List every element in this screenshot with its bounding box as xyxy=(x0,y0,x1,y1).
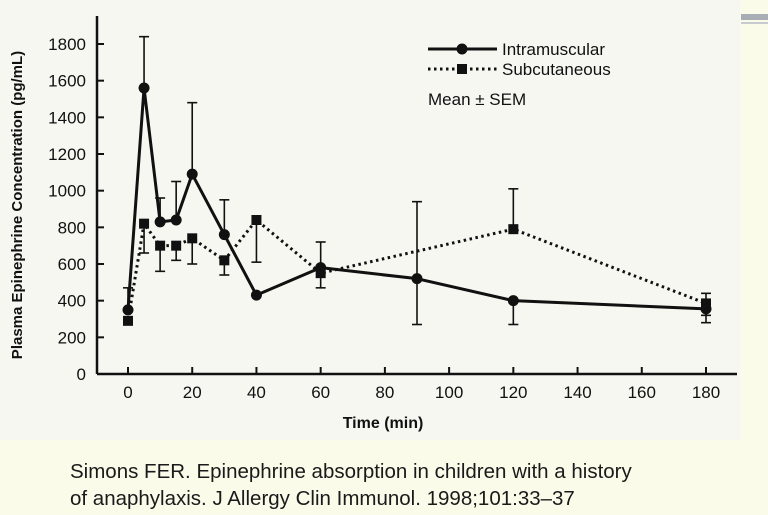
y-tick-label: 600 xyxy=(58,255,86,274)
y-tick-label: 1400 xyxy=(48,108,86,127)
citation: Simons FER. Epinephrine absorption in ch… xyxy=(70,458,760,512)
citation-line-1: Simons FER. Epinephrine absorption in ch… xyxy=(70,460,632,483)
subcutaneous-line xyxy=(126,218,707,322)
y-tick-label: 200 xyxy=(58,328,86,347)
slide-accent-line xyxy=(741,22,768,24)
intramuscular-point xyxy=(411,273,423,285)
chart-panel xyxy=(0,0,740,440)
y-tick-label: 1800 xyxy=(48,35,86,54)
subcutaneous-point xyxy=(251,215,262,225)
x-tick-label: 60 xyxy=(311,383,330,402)
intramuscular-point xyxy=(250,289,262,301)
x-tick-label: 20 xyxy=(183,383,202,402)
subcutaneous-point xyxy=(187,233,198,244)
intramuscular-point xyxy=(138,82,150,94)
y-axis-label: Plasma Epinephrine Concentration (pg/mL) xyxy=(9,51,26,359)
subcutaneous-point xyxy=(139,218,150,229)
axes: 0 200 400 600 800 1000 1200 1400 1600 1800 0 20 40 60… xyxy=(48,16,737,402)
x-tick-label: 100 xyxy=(435,383,463,402)
y-tick-label: 1000 xyxy=(48,182,86,201)
x-tick-label: 160 xyxy=(628,383,656,402)
epinephrine-line-chart: 0 200 400 600 800 1000 1200 1400 1600 1800 0 20 40 60… xyxy=(9,16,737,432)
y-tick-label: 0 xyxy=(77,365,86,384)
legend-marker xyxy=(456,43,468,55)
series-markers xyxy=(122,82,712,326)
slide-accent-bar xyxy=(741,14,768,20)
intramuscular-point xyxy=(122,304,134,316)
x-tick-label: 120 xyxy=(499,383,527,402)
intramuscular-point xyxy=(170,214,182,226)
x-tick-label: 40 xyxy=(247,383,266,402)
subcutaneous-point xyxy=(123,315,133,326)
subcutaneous-point xyxy=(315,268,326,279)
legend-label: Intramuscular xyxy=(502,40,605,59)
x-tick-label: 0 xyxy=(123,383,132,402)
x-tick-label: 180 xyxy=(692,383,720,402)
subcutaneous-point xyxy=(155,240,166,251)
legend-marker xyxy=(457,64,467,74)
x-axis-label: Time (min) xyxy=(343,415,424,432)
y-tick-label: 400 xyxy=(58,292,86,311)
subcutaneous-point xyxy=(508,224,519,235)
legend-label: Subcutaneous xyxy=(502,60,611,79)
intramuscular-point xyxy=(186,168,198,180)
x-tick-label: 140 xyxy=(563,383,591,402)
y-tick-label: 1200 xyxy=(48,145,86,164)
y-tick-label: 800 xyxy=(58,218,86,237)
x-tick-label: 80 xyxy=(375,383,394,402)
subcutaneous-point xyxy=(219,255,230,266)
subcutaneous-point xyxy=(171,240,182,251)
intramuscular-point xyxy=(218,229,230,241)
subcutaneous-point xyxy=(701,298,711,309)
intramuscular-point xyxy=(507,295,519,307)
citation-line-2: of anaphylaxis. J Allergy Clin Immunol. … xyxy=(70,487,575,510)
y-tick-label: 1600 xyxy=(48,72,86,91)
mean-sem-annotation: Mean ± SEM xyxy=(428,90,526,109)
intramuscular-point xyxy=(154,216,166,228)
